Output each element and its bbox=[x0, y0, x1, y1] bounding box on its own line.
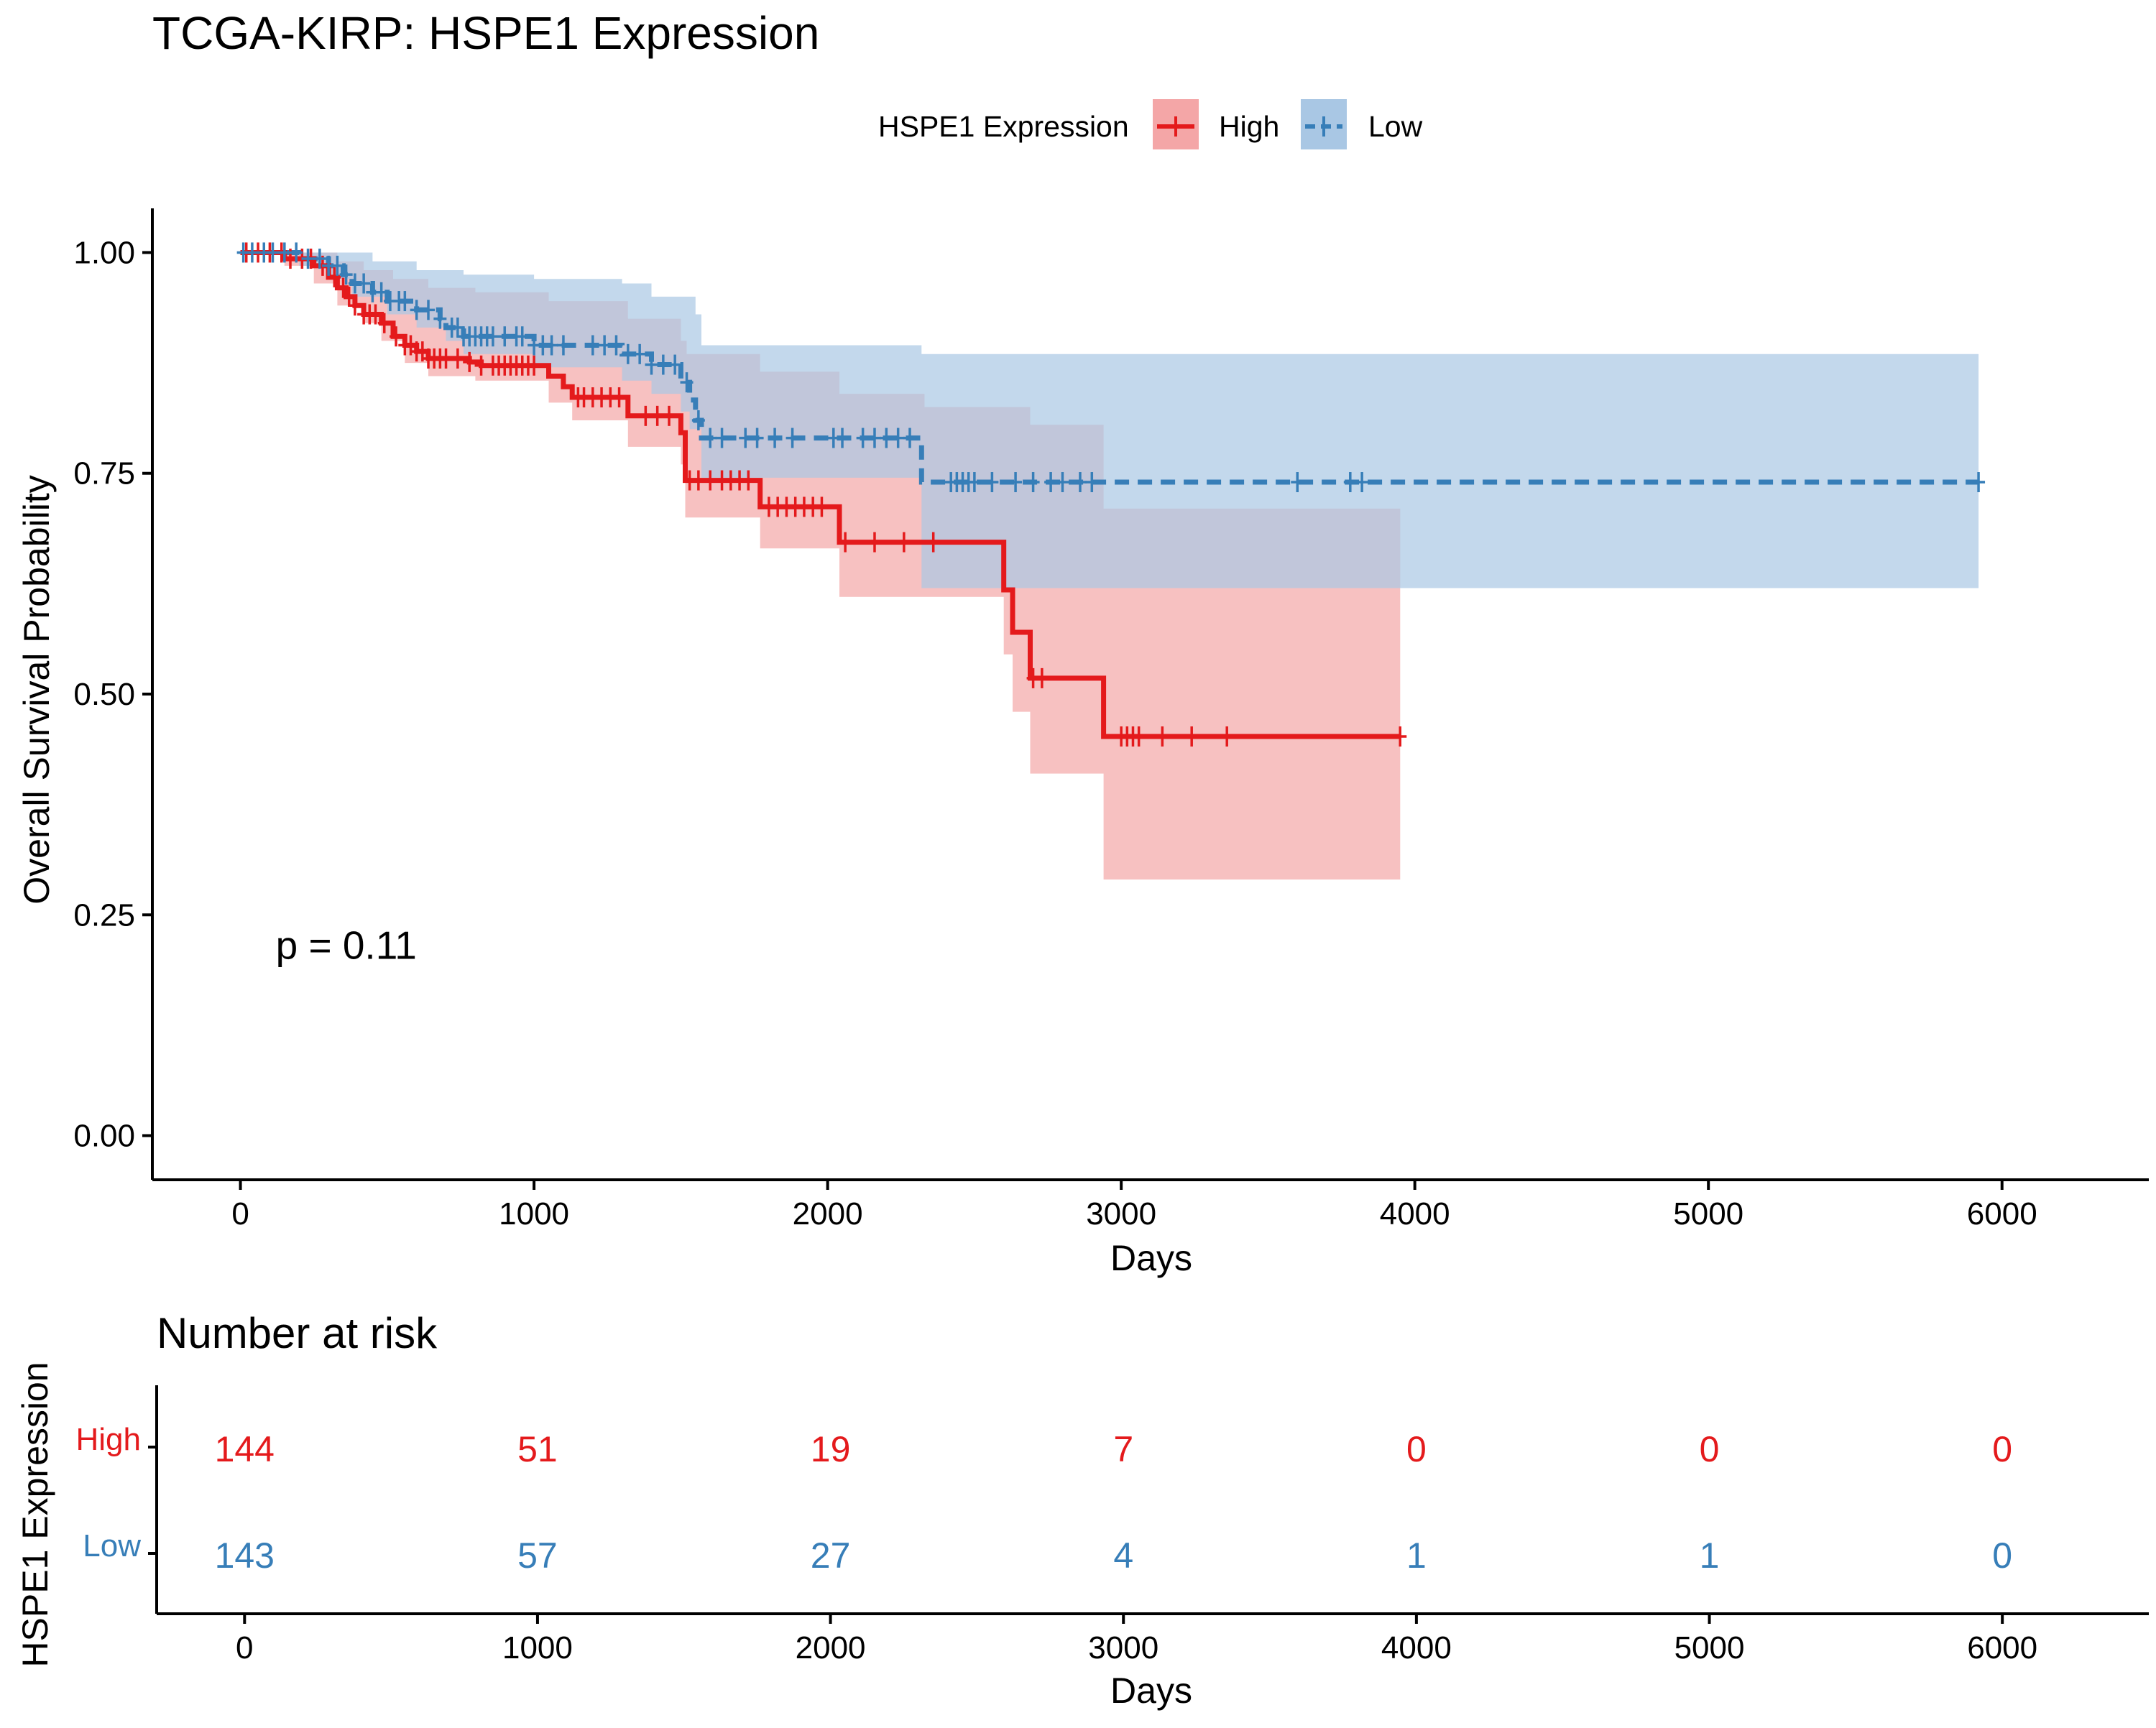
censor-marks bbox=[236, 242, 1986, 747]
risk-x-tick-label: 0 bbox=[236, 1630, 253, 1665]
risk-table-y-label: HSPE1 Expression bbox=[15, 1362, 55, 1667]
risk-count-high: 0 bbox=[1406, 1429, 1427, 1469]
risk-x-tick-label: 4000 bbox=[1381, 1630, 1452, 1665]
risk-count-low: 1 bbox=[1700, 1535, 1720, 1576]
confidence-band-high bbox=[240, 252, 1401, 880]
x-axis-label: Days bbox=[1110, 1238, 1192, 1278]
x-tick-label: 4000 bbox=[1380, 1196, 1450, 1232]
risk-x-tick-label: 6000 bbox=[1967, 1630, 2037, 1665]
risk-table: 0 1000 2000 3000 4000 5000 6000 High 144 51 19 7 0 0 0… bbox=[76, 1385, 2149, 1665]
risk-count-high: 144 bbox=[215, 1429, 275, 1469]
x-tick-label: 1000 bbox=[499, 1196, 569, 1232]
p-value-annotation: p = 0.11 bbox=[276, 923, 417, 968]
y-tick-label: 1.00 bbox=[73, 235, 135, 270]
y-tick-label: 0.25 bbox=[73, 897, 135, 933]
risk-count-high: 19 bbox=[811, 1429, 851, 1469]
legend: HSPE1 Expression High Low bbox=[878, 99, 1423, 149]
risk-count-high: 7 bbox=[1113, 1429, 1133, 1469]
y-axis-label: Overall Survival Probability bbox=[17, 475, 57, 904]
risk-table-title: Number at risk bbox=[157, 1309, 438, 1357]
x-tick-label: 2000 bbox=[793, 1196, 863, 1232]
risk-count-low: 57 bbox=[517, 1535, 558, 1576]
y-tick-label: 0.75 bbox=[73, 456, 135, 491]
x-tick-label: 6000 bbox=[1967, 1196, 2037, 1232]
risk-count-low: 27 bbox=[811, 1535, 851, 1576]
risk-count-high: 51 bbox=[517, 1429, 558, 1469]
risk-table-x-label: Days bbox=[1110, 1671, 1192, 1711]
x-tick-label: 0 bbox=[231, 1196, 249, 1232]
risk-row-label-high: High bbox=[76, 1422, 142, 1457]
risk-x-tick-label: 2000 bbox=[796, 1630, 866, 1665]
risk-count-low: 143 bbox=[215, 1535, 275, 1576]
risk-row-label-low: Low bbox=[83, 1528, 141, 1563]
legend-key-low bbox=[1301, 99, 1347, 149]
chart-title: TCGA-KIRP: HSPE1 Expression bbox=[152, 7, 819, 59]
legend-label-high: High bbox=[1219, 110, 1279, 143]
legend-key-high bbox=[1153, 99, 1199, 149]
x-tick-label: 3000 bbox=[1086, 1196, 1156, 1232]
risk-count-low: 1 bbox=[1406, 1535, 1427, 1576]
confidence-band-low bbox=[240, 252, 1979, 588]
main-axes: 0 1000 2000 3000 4000 5000 6000 0.00 0.25 0.50 0.7… bbox=[73, 208, 2149, 1232]
risk-x-tick-label: 1000 bbox=[502, 1630, 573, 1665]
y-tick-label: 0.00 bbox=[73, 1119, 135, 1154]
risk-x-tick-label: 3000 bbox=[1088, 1630, 1158, 1665]
risk-count-low: 4 bbox=[1113, 1535, 1133, 1576]
risk-count-high: 0 bbox=[1700, 1429, 1720, 1469]
risk-x-tick-label: 5000 bbox=[1674, 1630, 1745, 1665]
legend-title: HSPE1 Expression bbox=[878, 110, 1129, 143]
legend-label-low: Low bbox=[1368, 110, 1423, 143]
y-tick-label: 0.50 bbox=[73, 677, 135, 712]
confidence-bands bbox=[240, 252, 1979, 880]
x-tick-label: 5000 bbox=[1673, 1196, 1743, 1232]
risk-count-high: 0 bbox=[1992, 1429, 2012, 1469]
risk-count-low: 0 bbox=[1992, 1535, 2012, 1576]
